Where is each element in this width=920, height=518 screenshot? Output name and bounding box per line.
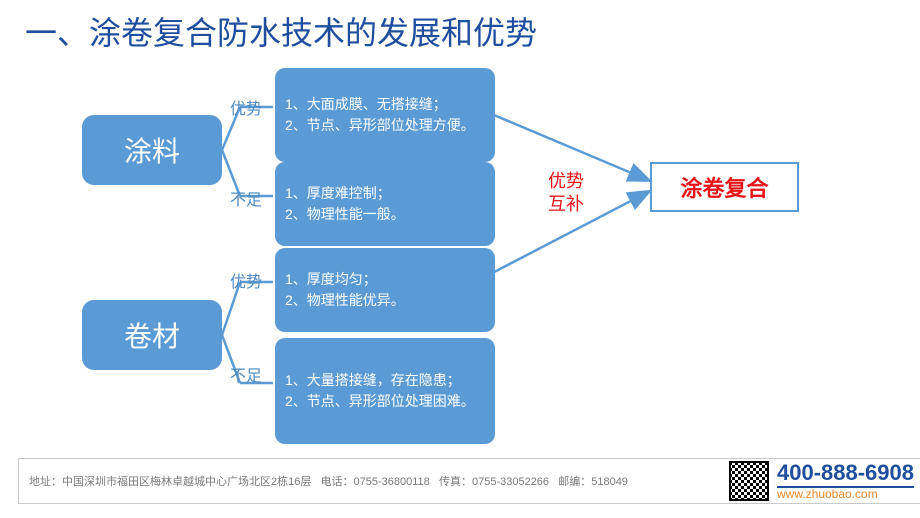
- footer-contact: 地址：中国深圳市福田区梅林卓越城中心广场北区2栋16层 电话：0755-3680…: [29, 473, 628, 489]
- footer-right: 400-888-6908 www.zhuobao.com: [729, 461, 914, 501]
- zip-label: 邮编：: [558, 476, 591, 488]
- slide: 一、涂卷复合防水技术的发展和优势 涂料优势1、大面成膜、无搭接缝； 2、节点、异…: [0, 0, 920, 518]
- phone-block: 400-888-6908 www.zhuobao.com: [777, 461, 914, 501]
- mid-label: 优势 互补: [548, 170, 584, 217]
- zip: 518049: [591, 476, 628, 488]
- detail-box: 1、大面成膜、无搭接缝； 2、节点、异形部位处理方便。: [275, 68, 495, 162]
- branch-label: 优势: [230, 95, 262, 119]
- footer: 地址：中国深圳市福田区梅林卓越城中心广场北区2栋16层 电话：0755-3680…: [18, 458, 920, 504]
- phone-number: 400-888-6908: [777, 461, 914, 488]
- tel-label: 电话：: [321, 476, 354, 488]
- address-label: 地址：: [29, 476, 62, 488]
- qr-code-icon: [729, 461, 769, 501]
- source-box: 涂料: [82, 115, 222, 185]
- detail-box: 1、大量搭接缝，存在隐患； 2、节点、异形部位处理困难。: [275, 338, 495, 444]
- address: 中国深圳市福田区梅林卓越城中心广场北区2栋16层: [62, 476, 311, 488]
- source-box: 卷材: [82, 300, 222, 370]
- fax: 0755-33052266: [472, 476, 549, 488]
- branch-label: 优势: [230, 268, 262, 292]
- detail-box: 1、厚度难控制； 2、物理性能一般。: [275, 162, 495, 246]
- tel: 0755-36800118: [354, 476, 430, 488]
- branch-label: 不足: [230, 362, 262, 386]
- website-url: www.zhuobao.com: [777, 488, 878, 501]
- fax-label: 传真：: [439, 476, 472, 488]
- branch-label: 不足: [230, 186, 262, 210]
- result-box: 涂卷复合: [650, 162, 799, 212]
- detail-box: 1、厚度均匀； 2、物理性能优异。: [275, 248, 495, 332]
